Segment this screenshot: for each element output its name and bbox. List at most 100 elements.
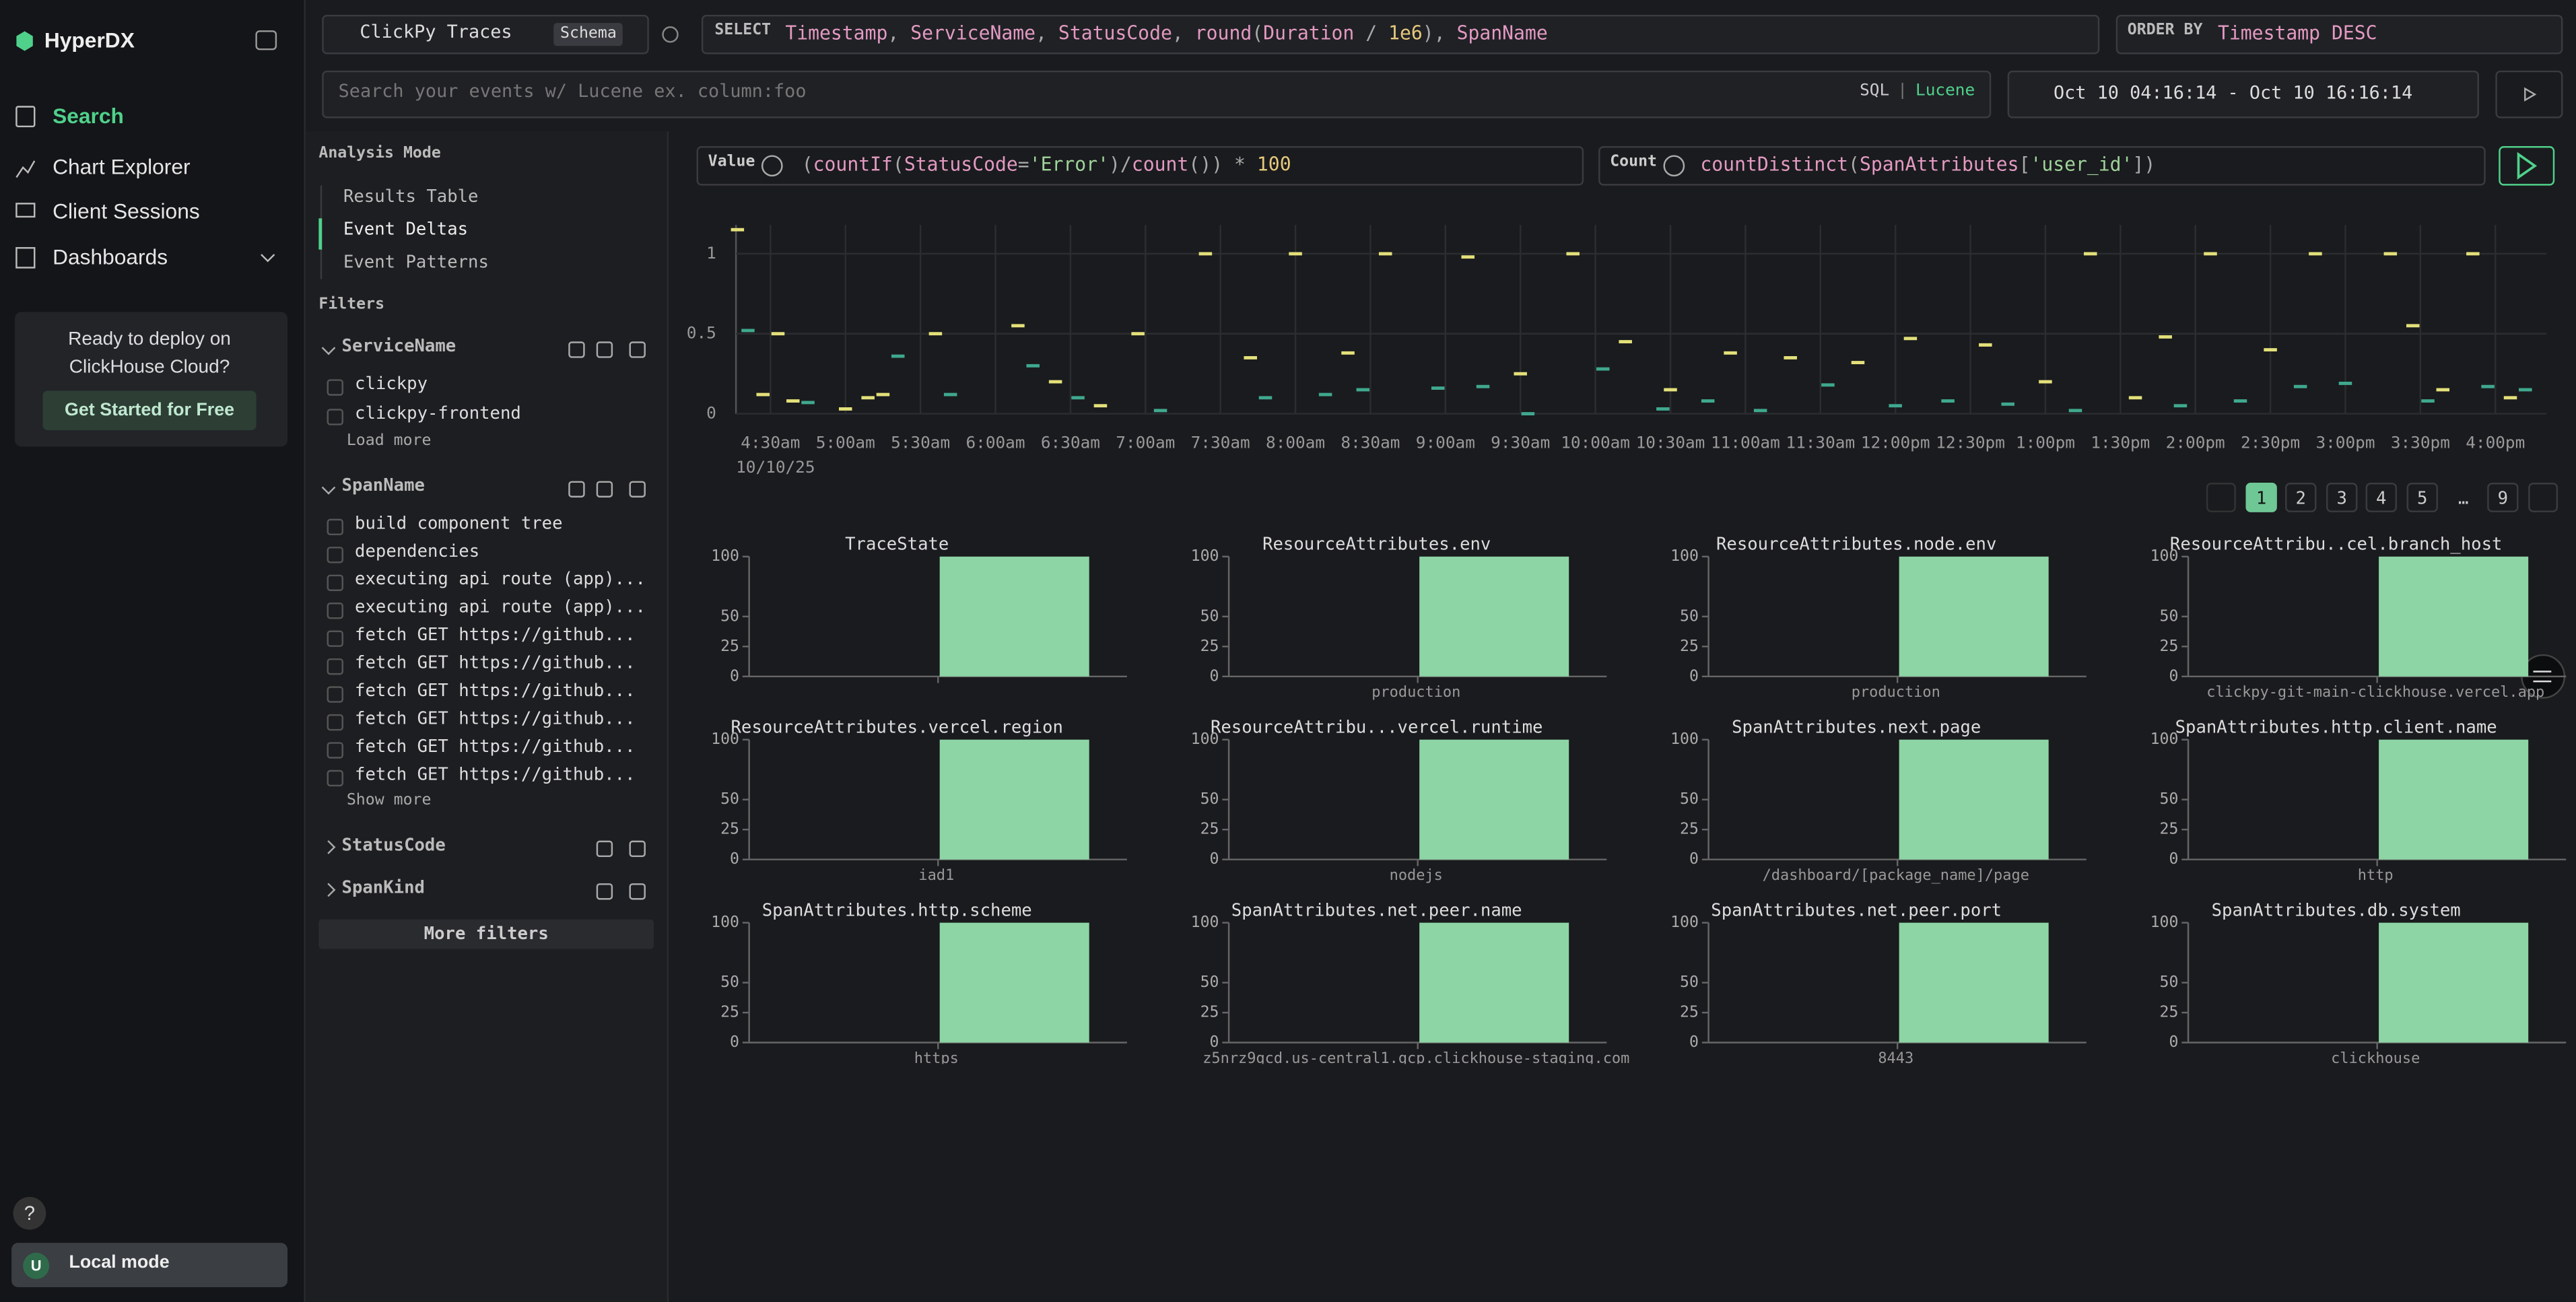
y-tick-label: 100 <box>2150 913 2179 931</box>
y-tick-label: 50 <box>1680 790 1699 808</box>
bar <box>1899 923 2049 1043</box>
bar <box>940 740 1089 860</box>
y-tick-label: 50 <box>1200 790 1219 808</box>
y-tick-label: 100 <box>2150 730 2179 748</box>
x-tick-label: 12:00pm <box>1861 432 1930 452</box>
y-tick-label: 100 <box>1670 547 1699 565</box>
y-tick-label: 50 <box>1680 973 1699 991</box>
y-tick-label: 100 <box>2150 547 2179 565</box>
y-tick-label: 50 <box>1200 607 1219 625</box>
bar <box>1419 740 1569 860</box>
y-tick-label: 25 <box>1200 1003 1219 1021</box>
histogram-title: SpanAttributes.http.client.name <box>2175 718 2497 738</box>
bar <box>940 923 1089 1043</box>
y-tick-label: 25 <box>2160 820 2179 838</box>
y-tick-label: 50 <box>2160 790 2179 808</box>
histogram-title: ResourceAttribu...vercel.runtime <box>1211 718 1543 738</box>
y-tick-label: 100 <box>711 730 739 748</box>
x-tick-label: http <box>2358 867 2394 884</box>
x-tick-label: 7:00am <box>1116 432 1175 452</box>
histogram-title: SpanAttributes.http.scheme <box>762 901 1032 921</box>
y-tick-label: 100 <box>1191 913 1219 931</box>
y-tick-label: 0 <box>2169 1033 2178 1051</box>
histogram-title: ResourceAttributes.env <box>1262 535 1491 555</box>
histogram: SpanAttributes.net.peer.name02550100z5nr… <box>1191 901 1630 1067</box>
y-tick-label: 25 <box>720 820 739 838</box>
y-tick-label: 25 <box>1680 1003 1699 1021</box>
y-tick-label: 25 <box>720 1003 739 1021</box>
y-tick-label: 25 <box>2160 1003 2179 1021</box>
histogram: TraceState02550100 <box>711 535 1127 685</box>
x-tick-label: 3:00pm <box>2315 432 2375 452</box>
histogram: SpanAttributes.http.scheme02550100https <box>711 901 1127 1067</box>
x-tick-label: iad1 <box>918 867 954 884</box>
y-tick-label: 50 <box>2160 973 2179 991</box>
y-tick-label: 0 <box>1689 666 1699 685</box>
x-tick-label: 2:00pm <box>2166 432 2225 452</box>
y-tick-label: 25 <box>1200 637 1219 655</box>
histogram-title: SpanAttributes.next.page <box>1732 718 1981 738</box>
x-tick-label: nodejs <box>1390 867 1443 884</box>
histogram: ResourceAttributes.vercel.region 0 25 50 100… <box>711 718 1127 884</box>
histogram-title: ResourceAttributes.vercel.region <box>731 718 1063 738</box>
x-tick-label: 1:30pm <box>2091 432 2150 452</box>
y-tick-label: 100 <box>1670 730 1699 748</box>
bar <box>2379 740 2528 860</box>
histogram-title: SpanAttributes.net.peer.name <box>1231 901 1522 921</box>
y-tick-label: 25 <box>1680 637 1699 655</box>
x-tick-label: 8:00am <box>1266 432 1325 452</box>
x-tick-label: 4:00pm <box>2466 432 2525 452</box>
bar <box>2379 557 2528 677</box>
y-tick-label: 100 <box>711 913 739 931</box>
y-tick-label: 0 <box>1210 850 1219 868</box>
histogram: SpanAttributes.net.peer.port025501008443 <box>1670 901 2087 1067</box>
bar <box>1419 923 1569 1043</box>
bar <box>940 557 1089 677</box>
histogram: SpanAttributes.http.client.name02550100h… <box>2150 718 2567 884</box>
y-tick-label: 0 <box>706 403 716 423</box>
x-tick-label: clickpy-git-main-clickhouse.vercel.app <box>2206 684 2544 701</box>
histogram-title: SpanAttributes.net.peer.port <box>1711 901 2002 921</box>
y-tick-label: 0 <box>1689 1033 1699 1051</box>
y-tick-label: 50 <box>1200 973 1219 991</box>
x-tick-label: 8:30am <box>1341 432 1400 452</box>
x-tick-label: 12:30pm <box>1936 432 2005 452</box>
y-tick-label: 100 <box>1191 730 1219 748</box>
x-tick-label: 9:30am <box>1491 432 1550 452</box>
y-tick-label: 25 <box>2160 637 2179 655</box>
y-tick-label: 0 <box>1689 850 1699 868</box>
histogram: SpanAttributes.db.system02550100clickhou… <box>2150 901 2567 1067</box>
x-tick-label: https <box>914 1050 959 1067</box>
y-tick-label: 0 <box>730 1033 739 1051</box>
x-tick-label: 2:30pm <box>2241 432 2300 452</box>
y-tick-label: 0 <box>1210 1033 1219 1051</box>
bar <box>1899 740 2049 860</box>
y-tick-label: 25 <box>720 637 739 655</box>
y-tick-label: 50 <box>720 790 739 808</box>
x-tick-label: 10:30am <box>1636 432 1705 452</box>
histogram: ResourceAttribu..cel.branch_host02550100… <box>2150 535 2567 701</box>
y-tick-label: 100 <box>1670 913 1699 931</box>
histogram: SpanAttributes.next.page 0 25 50 100/dashboa… <box>1670 718 2087 884</box>
y-tick-label: 0 <box>1210 666 1219 685</box>
x-tick-label: clickhouse <box>2331 1050 2420 1067</box>
bar <box>2379 923 2528 1043</box>
x-tick-label: /dashboard/[package_name]/page <box>1763 867 2029 884</box>
x-tick-label: 3:30pm <box>2391 432 2450 452</box>
bar <box>1419 557 1569 677</box>
x-tick-label: 5:00am <box>816 432 875 452</box>
y-tick-label: 25 <box>1680 820 1699 838</box>
y-tick-label: 50 <box>1680 607 1699 625</box>
y-tick-label: 0 <box>730 666 739 685</box>
bar <box>1899 557 2049 677</box>
x-tick-label: 11:30am <box>1786 432 1855 452</box>
histogram: ResourceAttributes.env02550100production <box>1191 535 1607 701</box>
histogram-title: TraceState <box>845 535 949 555</box>
histogram: ResourceAttributes.node.env02550100produ… <box>1670 535 2087 701</box>
x-tick-label: production <box>1852 684 1940 701</box>
y-tick-label: 0 <box>2169 666 2178 685</box>
y-tick-label: 0 <box>730 850 739 868</box>
